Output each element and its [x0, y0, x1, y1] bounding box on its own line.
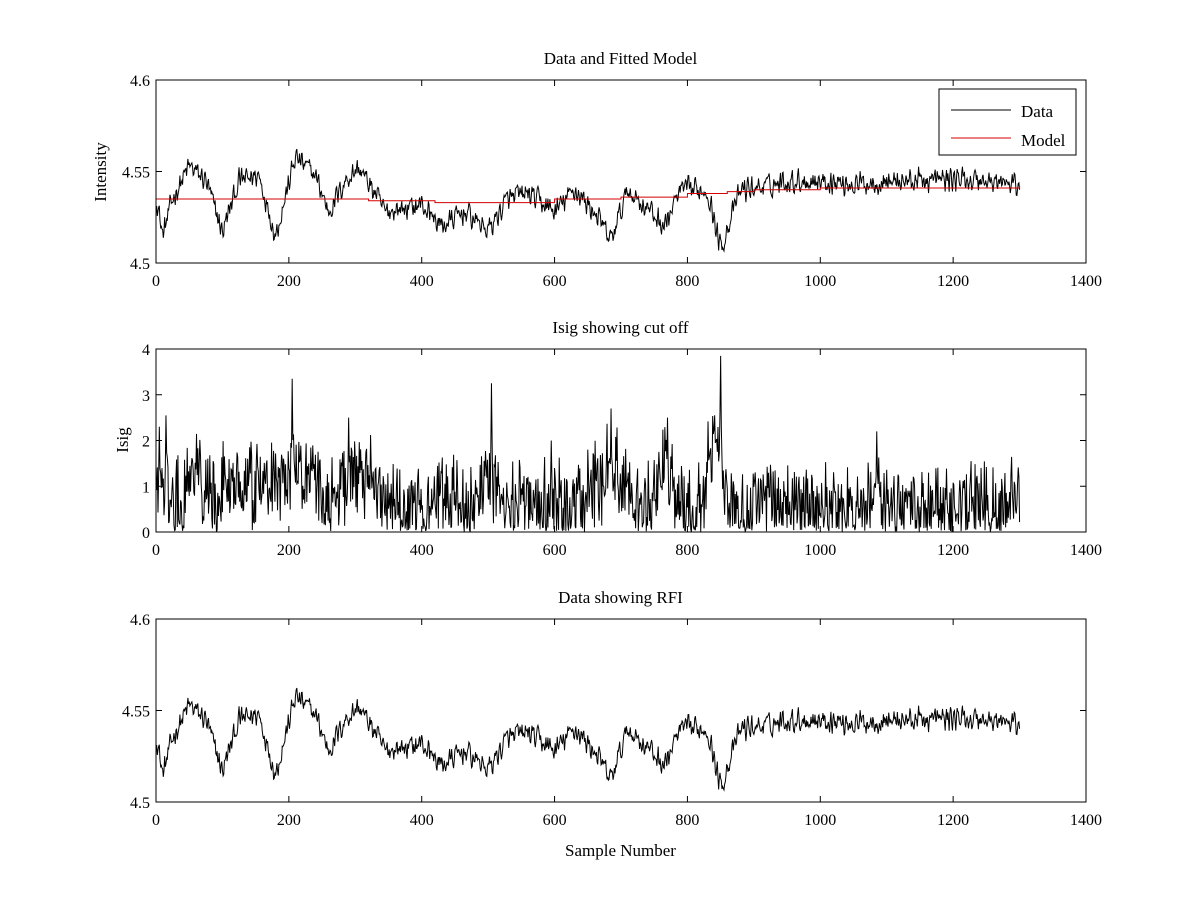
legend: Data Model [938, 88, 1077, 156]
y-tick-label: 0 [142, 525, 150, 542]
legend-box [938, 88, 1077, 156]
subplot-1-title: Data and Fitted Model [544, 49, 698, 68]
x-tick-label: 1400 [1070, 542, 1102, 559]
x-tick-label: 1000 [804, 273, 836, 290]
subplot-2-title: Isig showing cut off [552, 318, 688, 337]
x-tick-label: 200 [277, 273, 301, 290]
x-tick-label: 600 [543, 542, 567, 559]
subplot-3: Data showing RFI 0 200 400 600 800 1000 1200 14… [122, 588, 1102, 860]
y-tick-label: 2 [142, 434, 150, 451]
x-tick-label: 600 [543, 273, 567, 290]
x-tick-label: 200 [277, 812, 301, 829]
legend-model-label: Model [1021, 131, 1066, 150]
x-tick-label: 400 [410, 273, 434, 290]
subplot-3-data-line [156, 687, 1021, 792]
subplot-2: Isig showing cut off Isig 0 200 400 600 800 1… [113, 318, 1102, 559]
x-tick-label: 1200 [937, 542, 969, 559]
subplot-3-plot-area [156, 687, 1021, 792]
x-tick-label: 1200 [937, 273, 969, 290]
y-tick-label: 1 [142, 479, 150, 496]
x-tick-label: 1400 [1070, 273, 1102, 290]
y-tick-label: 4.6 [130, 73, 150, 90]
x-tick-label: 1200 [937, 812, 969, 829]
legend-data-label: Data [1021, 102, 1054, 121]
subplot-1-ylabel: Intensity [91, 142, 110, 202]
subplot-2-isig-line [156, 355, 1021, 532]
x-tick-label: 1400 [1070, 812, 1102, 829]
x-tick-label: 200 [277, 542, 301, 559]
y-tick-label: 4.5 [130, 256, 150, 273]
x-tick-label: 0 [152, 542, 160, 559]
subplot-2-plot-area [156, 355, 1021, 532]
x-tick-label: 0 [152, 812, 160, 829]
subplot-1-ticks: 0 200 400 600 800 1000 1200 1400 4.5 4.55 4.6 [122, 73, 1102, 290]
subplot-1-model-line [156, 186, 1021, 204]
y-tick-label: 4.55 [122, 704, 150, 721]
x-tick-label: 800 [675, 812, 699, 829]
subplot-3-xlabel: Sample Number [565, 841, 676, 860]
subplot-3-title: Data showing RFI [558, 588, 683, 607]
y-tick-label: 4 [142, 342, 150, 359]
x-tick-label: 0 [152, 273, 160, 290]
x-tick-label: 400 [410, 812, 434, 829]
subplot-2-ticks: 0 200 400 600 800 1000 1200 1400 0 1 2 3 4 [142, 342, 1102, 559]
y-tick-label: 3 [142, 388, 150, 405]
subplot-3-ticks: 0 200 400 600 800 1000 1200 1400 4.5 4.55 4.6 [122, 612, 1102, 829]
x-tick-label: 600 [543, 812, 567, 829]
y-tick-label: 4.6 [130, 612, 150, 629]
subplot-1-data-line [156, 148, 1021, 253]
subplot-1: Data and Fitted Model Intensity 0 200 400 6… [91, 49, 1102, 290]
x-tick-label: 1000 [804, 542, 836, 559]
x-tick-label: 800 [675, 542, 699, 559]
y-tick-label: 4.5 [130, 795, 150, 812]
subplot-1-plot-area [156, 148, 1021, 253]
y-tick-label: 4.55 [122, 165, 150, 182]
subplot-2-ylabel: Isig [113, 427, 132, 453]
x-tick-label: 400 [410, 542, 434, 559]
x-tick-label: 1000 [804, 812, 836, 829]
x-tick-label: 800 [675, 273, 699, 290]
